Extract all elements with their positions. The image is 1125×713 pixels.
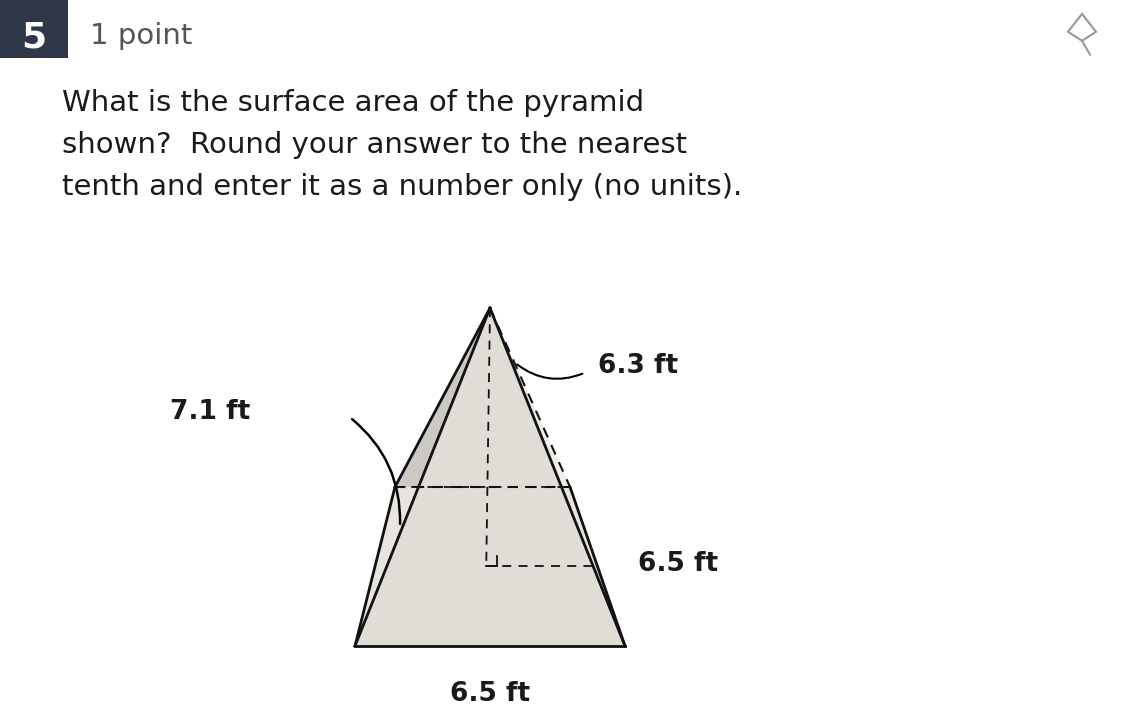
Text: 7.1 ft: 7.1 ft [170, 399, 250, 426]
FancyBboxPatch shape [0, 0, 68, 58]
Text: What is the surface area of the pyramid: What is the surface area of the pyramid [62, 89, 645, 118]
Polygon shape [356, 487, 626, 646]
Text: shown?  Round your answer to the nearest: shown? Round your answer to the nearest [62, 131, 687, 159]
Text: 5: 5 [21, 21, 46, 55]
Polygon shape [395, 308, 570, 487]
Polygon shape [356, 308, 626, 646]
Text: 6.5 ft: 6.5 ft [450, 681, 530, 707]
Text: tenth and enter it as a number only (no units).: tenth and enter it as a number only (no … [62, 173, 742, 201]
Polygon shape [356, 308, 490, 646]
Polygon shape [490, 308, 626, 646]
Text: 1 point: 1 point [90, 22, 192, 50]
Text: 6.3 ft: 6.3 ft [598, 353, 678, 379]
Text: 6.5 ft: 6.5 ft [638, 551, 718, 578]
